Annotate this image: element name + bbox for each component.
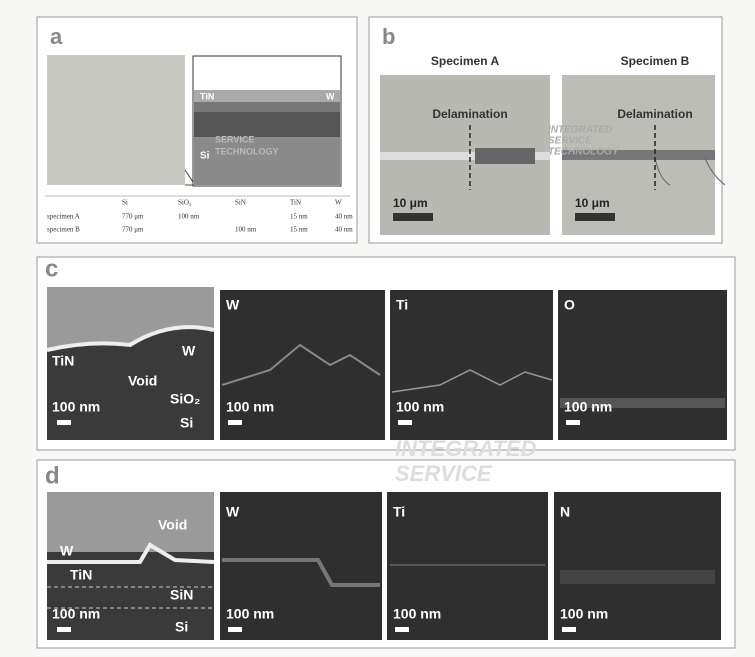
element-label: W — [226, 297, 240, 313]
wafer-photo — [47, 55, 185, 185]
specimen-title: Specimen A — [431, 54, 500, 68]
element-label: Ti — [393, 504, 405, 520]
scale-label: 100 nm — [560, 606, 608, 622]
watermark: SERVICE — [395, 461, 493, 486]
image-label: Si — [180, 415, 193, 431]
scale-bar — [228, 420, 242, 425]
scale-bar — [57, 420, 71, 425]
tin-layer — [194, 102, 340, 112]
scale-bar — [566, 420, 580, 425]
annotation: Delamination — [432, 107, 507, 121]
panel-label: c — [45, 255, 58, 282]
table-cell: 100 nm — [178, 213, 200, 221]
watermark: SERVICE — [215, 134, 254, 144]
table-cell: specimen B — [47, 226, 80, 234]
table-cell: 15 nm — [290, 226, 308, 234]
specimen-title: Specimen B — [621, 54, 690, 68]
table-cell: 40 nm — [335, 226, 353, 234]
table-header: SiN — [235, 199, 246, 207]
layer-label: TiN — [200, 91, 214, 101]
panel-label: d — [45, 462, 60, 489]
watermark: TECHNOLOGY — [215, 146, 279, 156]
table-cell: 770 μm — [122, 226, 144, 234]
watermark: SERVICE — [548, 136, 592, 147]
scale-label: 100 nm — [52, 606, 100, 622]
image-label: TiN — [52, 353, 74, 369]
scale-label: 100 nm — [393, 606, 441, 622]
scale-bar — [575, 213, 615, 221]
image-label: SiN — [170, 587, 193, 603]
image-label: Void — [158, 517, 187, 533]
scale-bar — [398, 420, 412, 425]
watermark: TECHNOLOGY — [548, 147, 620, 158]
scale-bar — [228, 627, 242, 632]
image-label: SiO₂ — [170, 391, 200, 407]
layer-label: Si — [200, 151, 210, 162]
oxide-layer — [194, 112, 340, 137]
scale-label: 100 nm — [226, 399, 274, 415]
scale-bar — [395, 627, 409, 632]
eds-map — [558, 290, 727, 440]
image-label: Void — [128, 373, 157, 389]
panel-label: b — [382, 24, 395, 49]
scale-label: 100 nm — [564, 399, 612, 415]
annotation: Delamination — [617, 107, 692, 121]
table-cell: 100 nm — [235, 226, 257, 234]
layer-label: W — [326, 91, 335, 101]
scale-label: 10 μm — [393, 196, 428, 210]
image-label: W — [60, 543, 74, 559]
image-label: TiN — [70, 567, 92, 583]
scale-label: 100 nm — [226, 606, 274, 622]
scale-bar — [393, 213, 433, 221]
element-label: N — [560, 504, 570, 520]
table-cell: specimen A — [47, 213, 80, 221]
watermark: INTEGRATED — [395, 436, 536, 461]
figure: INTEGRATEDSERVICEaTiNWSiSERVICETECHNOLOG… — [0, 0, 755, 657]
scale-bar — [57, 627, 71, 632]
eds-map — [220, 290, 385, 440]
w-layer — [194, 90, 340, 102]
scale-label: 100 nm — [52, 399, 100, 415]
table-cell: 40 nm — [335, 213, 353, 221]
scale-label: 10 μm — [575, 196, 610, 210]
table-header: TiN — [290, 199, 301, 207]
element-label: W — [226, 504, 240, 520]
delamination-region — [475, 148, 535, 164]
table-header: SiO₂ — [178, 199, 192, 207]
element-label: Ti — [396, 297, 408, 313]
watermark: INTEGRATED — [548, 125, 612, 136]
scale-label: 100 nm — [396, 399, 444, 415]
image-label: Si — [175, 619, 188, 635]
image-label: W — [182, 343, 196, 359]
scale-bar — [562, 627, 576, 632]
panel-label: a — [50, 24, 63, 49]
table-header: W — [335, 199, 342, 207]
eds-map — [390, 290, 553, 440]
table-header: Si — [122, 199, 128, 207]
table-cell: 15 nm — [290, 213, 308, 221]
signal — [560, 570, 715, 584]
table-cell: 770 μm — [122, 213, 144, 221]
element-label: O — [564, 297, 575, 313]
